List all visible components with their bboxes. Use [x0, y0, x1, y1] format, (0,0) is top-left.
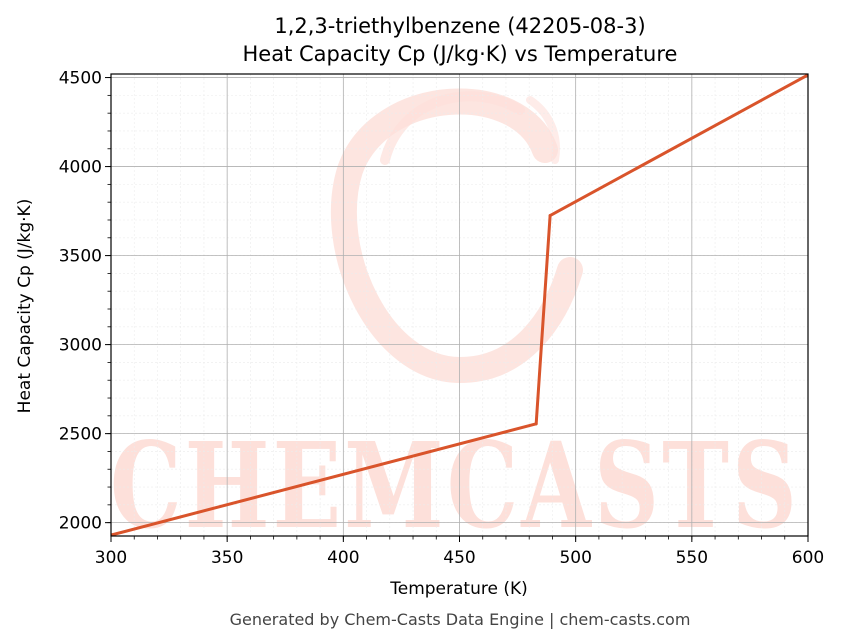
data-point — [548, 214, 552, 218]
y-tick-label: 2000 — [59, 514, 102, 534]
chart-subtitle: Heat Capacity Cp (J/kg·K) vs Temperature — [243, 42, 678, 66]
series-line — [111, 74, 808, 536]
data-point — [534, 422, 538, 426]
x-tick-label: 600 — [792, 548, 824, 568]
chart-title: 1,2,3-triethylbenzene (42205-08-3) — [274, 14, 645, 38]
y-tick-label: 3500 — [59, 247, 102, 267]
watermark-logo: CHEMCASTS — [110, 88, 800, 555]
x-tick-label: 400 — [327, 548, 359, 568]
footer-credit: Generated by Chem-Casts Data Engine | ch… — [230, 610, 691, 629]
axis-ticks — [105, 77, 809, 542]
y-tick-label: 4500 — [59, 69, 102, 89]
y-axis-label: Heat Capacity Cp (J/kg·K) — [15, 199, 35, 414]
x-tick-label: 350 — [211, 548, 243, 568]
watermark-text: CHEMCASTS — [110, 416, 800, 555]
x-tick-label: 450 — [443, 548, 475, 568]
watermark-swirl-icon — [330, 88, 583, 384]
y-tick-label: 2500 — [59, 425, 102, 445]
x-tick-label: 550 — [676, 548, 708, 568]
y-tick-label: 3000 — [59, 336, 102, 356]
x-tick-label: 500 — [559, 548, 591, 568]
x-tick-label: 300 — [95, 548, 127, 568]
y-tick-label: 4000 — [59, 158, 102, 178]
x-axis-label: Temperature (K) — [389, 579, 528, 599]
tick-labels: 300 350 400 450 500 550 600 2000 2500 3000 3500 400… — [59, 69, 824, 568]
